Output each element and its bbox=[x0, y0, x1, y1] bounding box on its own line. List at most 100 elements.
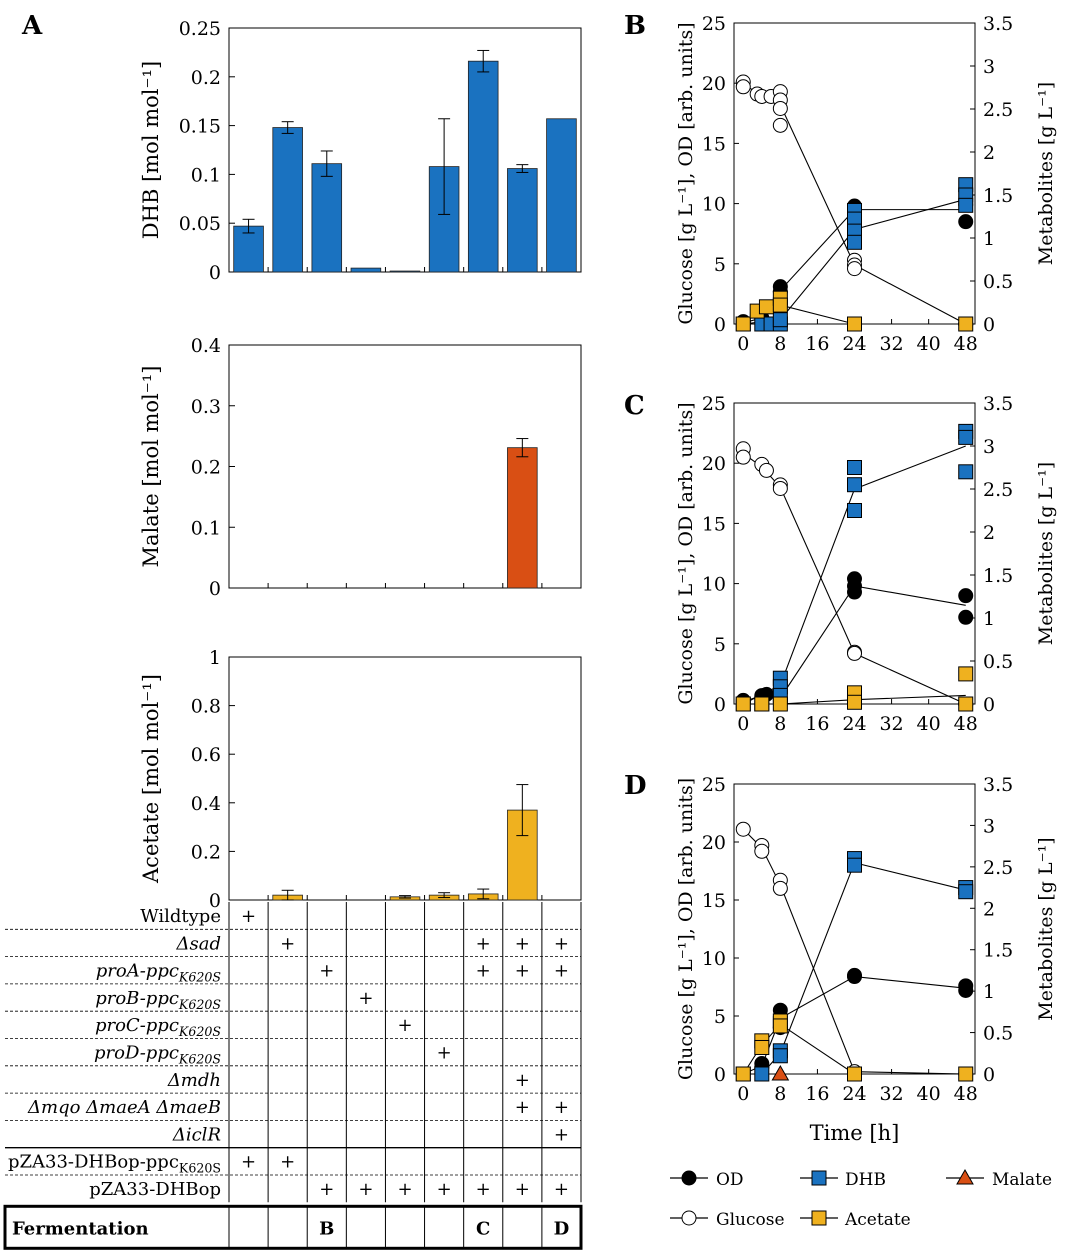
legend: OD DHB Malate Glucose Acetate bbox=[670, 1168, 1052, 1230]
right-y-tick-label: 1 bbox=[983, 981, 995, 1003]
bar bbox=[389, 270, 421, 273]
x-tick-label: 0 bbox=[737, 713, 749, 735]
strain-mark: + bbox=[437, 1179, 452, 1200]
bar bbox=[233, 225, 264, 273]
strain-row-label-part: proD-ppc bbox=[94, 1043, 179, 1064]
strain-row-label: Wildtype bbox=[140, 906, 221, 927]
right-y-tick-label: 2 bbox=[983, 142, 995, 164]
y-tick-label: 0.2 bbox=[191, 841, 221, 863]
y-tick-label: 1 bbox=[209, 647, 221, 669]
legend-acetate-label: Acetate bbox=[844, 1210, 911, 1230]
legend-dhb: DHB bbox=[800, 1170, 886, 1190]
fermentation-label: Fermentation bbox=[12, 1218, 149, 1239]
y-tick-label: 0.4 bbox=[191, 793, 221, 815]
data-point-acetate bbox=[735, 696, 751, 712]
right-y-tick-label: 0 bbox=[983, 1064, 995, 1086]
left-y-tick-label: 5 bbox=[714, 1006, 726, 1028]
strain-mark: + bbox=[515, 1179, 530, 1200]
strain-row-label: Δmqo ΔmaeA ΔmaeB bbox=[27, 1097, 221, 1118]
bar-charts: 0 0.05 0.1 0.15 0.2 0.25 DHB [mol mol⁻¹] 0 0.1 0.… bbox=[139, 18, 582, 912]
strain-row-label: pZA33-DHBop-ppcK620S bbox=[8, 1152, 221, 1176]
strain-mark: + bbox=[319, 961, 334, 982]
right-y-tick-label: 3.5 bbox=[983, 774, 1013, 796]
y-tick-label: 0.2 bbox=[191, 67, 221, 89]
time-course-C: 0 5 10 15 20 25 0 0.5 1 1.5 2 2.5 3 3.5 0 8 16 24 32 40 48 Gl… bbox=[675, 393, 1057, 735]
data-point-od bbox=[958, 982, 974, 998]
x-axis-label: Time [h] bbox=[810, 1121, 900, 1145]
x-tick-label: 40 bbox=[917, 333, 941, 355]
strain-mark: + bbox=[554, 1179, 569, 1200]
x-tick-label: 48 bbox=[954, 333, 978, 355]
y-tick-label: 0 bbox=[209, 262, 221, 284]
left-y-tick-label: 20 bbox=[702, 832, 726, 854]
panel-label-c: C bbox=[624, 391, 645, 421]
data-point-acetate bbox=[847, 694, 862, 710]
left-y-tick-label: 10 bbox=[702, 194, 726, 216]
y-tick-label: 0.4 bbox=[191, 335, 221, 357]
data-point-dhb bbox=[847, 503, 862, 518]
data-point-acetate bbox=[735, 316, 751, 332]
y-tick-label: 0 bbox=[209, 890, 221, 912]
data-point-glucose bbox=[735, 79, 751, 95]
data-point-acetate bbox=[958, 666, 974, 682]
right-y-tick-label: 0.5 bbox=[983, 1023, 1013, 1045]
y-tick-label: 0.25 bbox=[179, 18, 221, 40]
legend-dhb-label: DHB bbox=[845, 1170, 886, 1190]
right-y-axis-label: Metabolites [g L⁻¹] bbox=[1035, 837, 1057, 1020]
right-y-tick-label: 3.5 bbox=[983, 393, 1013, 415]
legend-malate: Malate bbox=[946, 1168, 1052, 1190]
strain-row-label: proC-ppcK620S bbox=[95, 1015, 221, 1039]
data-point-od bbox=[958, 214, 974, 230]
data-point-glucose bbox=[772, 480, 788, 496]
strain-row-label-part: proC-ppc bbox=[95, 1015, 179, 1036]
x-tick-label: 32 bbox=[879, 1083, 903, 1105]
right-y-tick-label: 2 bbox=[983, 898, 995, 920]
bar-chart-1: 0 0.1 0.2 0.3 0.4 Malate [mol mol⁻¹] bbox=[139, 335, 582, 600]
right-y-tick-label: 1.5 bbox=[983, 565, 1013, 587]
data-point-glucose bbox=[847, 645, 862, 661]
strain-row-label: pZA33-DHBop bbox=[89, 1179, 221, 1200]
data-point-dhb bbox=[958, 884, 974, 900]
strain-row-label: proD-ppcK620S bbox=[94, 1043, 221, 1067]
time-course-D: 0 5 10 15 20 25 0 0.5 1 1.5 2 2.5 3 3.5 0 8 16 24 32 40 48 Gl… bbox=[675, 774, 1057, 1145]
x-tick-label: 40 bbox=[917, 713, 941, 735]
legend-od-marker bbox=[681, 1170, 697, 1186]
fermentation-cell: D bbox=[554, 1218, 570, 1239]
strain-row-label: Δsad bbox=[176, 933, 222, 954]
x-tick-label: 8 bbox=[774, 333, 786, 355]
strain-mark: + bbox=[280, 933, 295, 954]
y-tick-label: 0.1 bbox=[191, 164, 221, 186]
x-tick-label: 8 bbox=[774, 713, 786, 735]
left-y-tick-label: 25 bbox=[702, 393, 726, 415]
legend-od-label: OD bbox=[716, 1170, 744, 1190]
data-point-acetate bbox=[958, 696, 974, 712]
strain-mark: + bbox=[515, 961, 530, 982]
strain-row-label-part: Δmqo ΔmaeA ΔmaeB bbox=[27, 1097, 221, 1118]
x-tick-label: 32 bbox=[879, 333, 903, 355]
strain-table: Wildtype +Δsad + + + +proA-ppcK620S + + + +proB-p… bbox=[3, 902, 583, 1250]
right-y-tick-label: 3 bbox=[983, 56, 995, 78]
strain-row-label-part: ΔiclR bbox=[172, 1124, 221, 1145]
data-point-glucose bbox=[754, 843, 770, 859]
strain-row-label: ΔiclR bbox=[172, 1124, 221, 1145]
right-y-tick-label: 3 bbox=[983, 436, 995, 458]
strain-mark: + bbox=[319, 1179, 334, 1200]
legend-acetate: Acetate bbox=[800, 1210, 911, 1230]
right-y-tick-label: 2.5 bbox=[983, 479, 1013, 501]
data-point-dhb bbox=[847, 477, 862, 493]
data-point-glucose bbox=[772, 117, 788, 133]
bar-chart-2: 0 0.2 0.4 0.6 0.8 1 Acetate [mol mol⁻¹] bbox=[139, 647, 582, 912]
left-y-axis-label: Glucose [g L⁻¹], OD [arb. units] bbox=[675, 778, 697, 1080]
strain-row-label-part: Δmdh bbox=[167, 1070, 221, 1091]
left-y-tick-label: 20 bbox=[702, 73, 726, 95]
data-point-acetate bbox=[735, 1066, 751, 1082]
left-y-tick-label: 0 bbox=[714, 1064, 726, 1086]
left-y-tick-label: 5 bbox=[714, 254, 726, 276]
bar bbox=[311, 163, 343, 273]
data-point-dhb bbox=[772, 1048, 788, 1064]
right-y-tick-label: 2.5 bbox=[983, 857, 1013, 879]
data-point-od bbox=[847, 584, 862, 600]
data-point-acetate bbox=[754, 696, 770, 712]
plot-frame bbox=[733, 783, 976, 1075]
time-course-B: 0 5 10 15 20 25 0 0.5 1 1.5 2 2.5 3 3.5 0 8 16 24 32 40 48 Gl… bbox=[675, 13, 1057, 355]
